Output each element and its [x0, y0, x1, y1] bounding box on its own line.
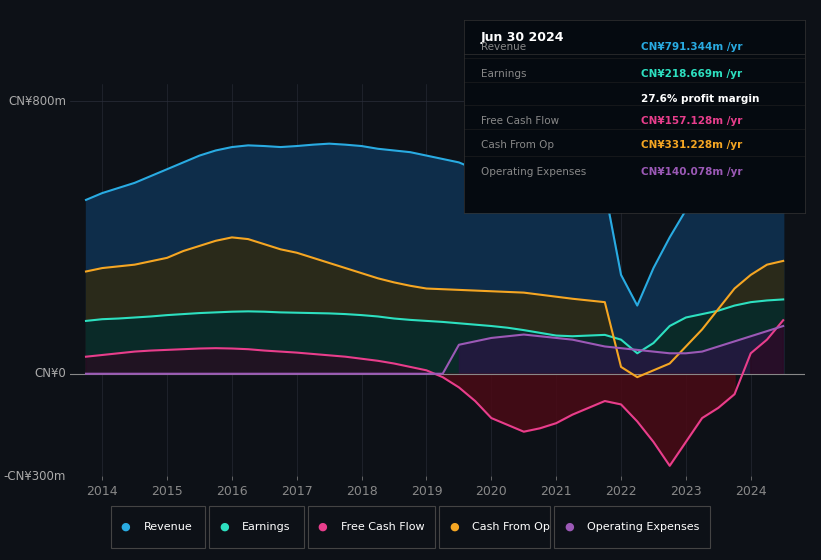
- Text: -CN¥300m: -CN¥300m: [4, 469, 67, 483]
- Text: ●: ●: [219, 522, 229, 531]
- Text: Cash From Op: Cash From Op: [472, 522, 550, 531]
- Text: Operating Expenses: Operating Expenses: [481, 167, 586, 177]
- Text: ●: ●: [318, 522, 328, 531]
- Text: CN¥791.344m /yr: CN¥791.344m /yr: [641, 43, 742, 53]
- Text: Operating Expenses: Operating Expenses: [587, 522, 699, 531]
- Text: CN¥800m: CN¥800m: [8, 95, 67, 108]
- Text: ●: ●: [449, 522, 459, 531]
- Text: Cash From Op: Cash From Op: [481, 140, 554, 150]
- Text: Free Cash Flow: Free Cash Flow: [341, 522, 424, 531]
- Text: Revenue: Revenue: [481, 43, 526, 53]
- Text: ●: ●: [564, 522, 574, 531]
- Text: CN¥157.128m /yr: CN¥157.128m /yr: [641, 116, 742, 126]
- Text: Earnings: Earnings: [481, 69, 526, 80]
- Text: Free Cash Flow: Free Cash Flow: [481, 116, 559, 126]
- Text: CN¥0: CN¥0: [34, 367, 67, 380]
- Text: CN¥218.669m /yr: CN¥218.669m /yr: [641, 69, 742, 80]
- Text: CN¥140.078m /yr: CN¥140.078m /yr: [641, 167, 742, 177]
- Text: Jun 30 2024: Jun 30 2024: [481, 31, 564, 44]
- Text: Earnings: Earnings: [242, 522, 291, 531]
- Text: Revenue: Revenue: [144, 522, 192, 531]
- Text: ●: ●: [121, 522, 131, 531]
- Text: CN¥331.228m /yr: CN¥331.228m /yr: [641, 140, 742, 150]
- Text: 27.6% profit margin: 27.6% profit margin: [641, 94, 759, 104]
